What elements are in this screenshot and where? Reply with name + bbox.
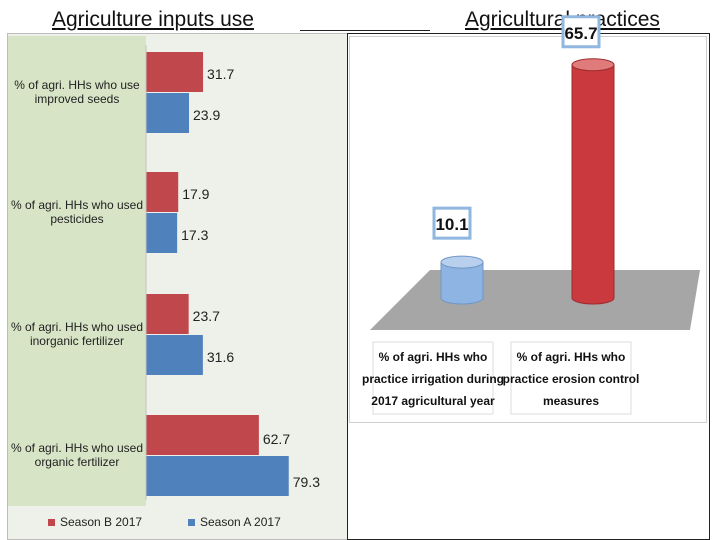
value-label-season-a-1: 23.9 [193, 107, 220, 123]
category-label-4: % of agri. HHs who used organic fertiliz… [10, 441, 144, 469]
left-chart-label-area [8, 36, 146, 506]
legend-season-a: Season A 2017 [188, 515, 281, 529]
bar-season-b-1 [146, 52, 204, 92]
legend-season-b-label: Season B 2017 [60, 515, 143, 529]
cylinder-top-1 [440, 255, 484, 269]
category-label-right-2-line-3: measures [543, 394, 599, 408]
value-label-season-b-2: 17.9 [182, 186, 209, 202]
category-box-1 [372, 341, 494, 415]
value-label-cylinder-2: 65.7 [564, 24, 597, 43]
category-label-right-2-line-1: % of agri. HHs who [517, 350, 626, 364]
category-label-right-2-line-2: practice erosion control [503, 372, 640, 386]
category-label-right-1-line-2: practice irrigation during [362, 372, 504, 386]
bar-season-a-1 [146, 93, 190, 133]
legend-season-b: Season B 2017 [48, 515, 142, 529]
category-label-3: % of agri. HHs who used inorganic fertil… [10, 320, 144, 348]
bar-season-b-4 [146, 415, 259, 455]
left-chart-title: Agriculture inputs use [52, 8, 254, 31]
category-label-2: % of agri. HHs who used pesticides [10, 198, 144, 226]
legend-season-a-label: Season A 2017 [200, 515, 281, 529]
chart-floor [370, 270, 700, 330]
value-label-season-b-3: 23.7 [193, 308, 220, 324]
value-label-season-a-3: 31.6 [207, 349, 234, 365]
value-label-season-a-4: 79.3 [293, 474, 320, 490]
cylinder-body-1 [440, 261, 484, 305]
cylinder-top-2 [571, 58, 615, 72]
bar-season-b-2 [146, 172, 179, 212]
value-callout-1 [432, 206, 472, 240]
bar-season-a-2 [146, 213, 178, 253]
value-label-season-b-4: 62.7 [263, 431, 290, 447]
bar-season-a-3 [146, 335, 203, 375]
category-label-right-1-line-1: % of agri. HHs who [379, 350, 488, 364]
bar-season-a-4 [146, 456, 289, 496]
season-a-swatch [188, 519, 195, 527]
category-label-1: % of agri. HHs who use improved seeds [14, 78, 140, 106]
bar-season-b-3 [146, 294, 189, 334]
category-label-right-1-line-3: 2017 agricultural year [371, 394, 495, 408]
value-label-season-a-2: 17.3 [181, 227, 208, 243]
cylinder-body-2 [571, 64, 615, 305]
category-box-2 [510, 341, 632, 415]
season-b-swatch [48, 519, 55, 527]
value-label-cylinder-1: 10.1 [435, 215, 468, 234]
value-callout-2 [561, 15, 601, 49]
title-separator-line [300, 30, 430, 31]
value-label-season-b-1: 31.7 [207, 66, 234, 82]
